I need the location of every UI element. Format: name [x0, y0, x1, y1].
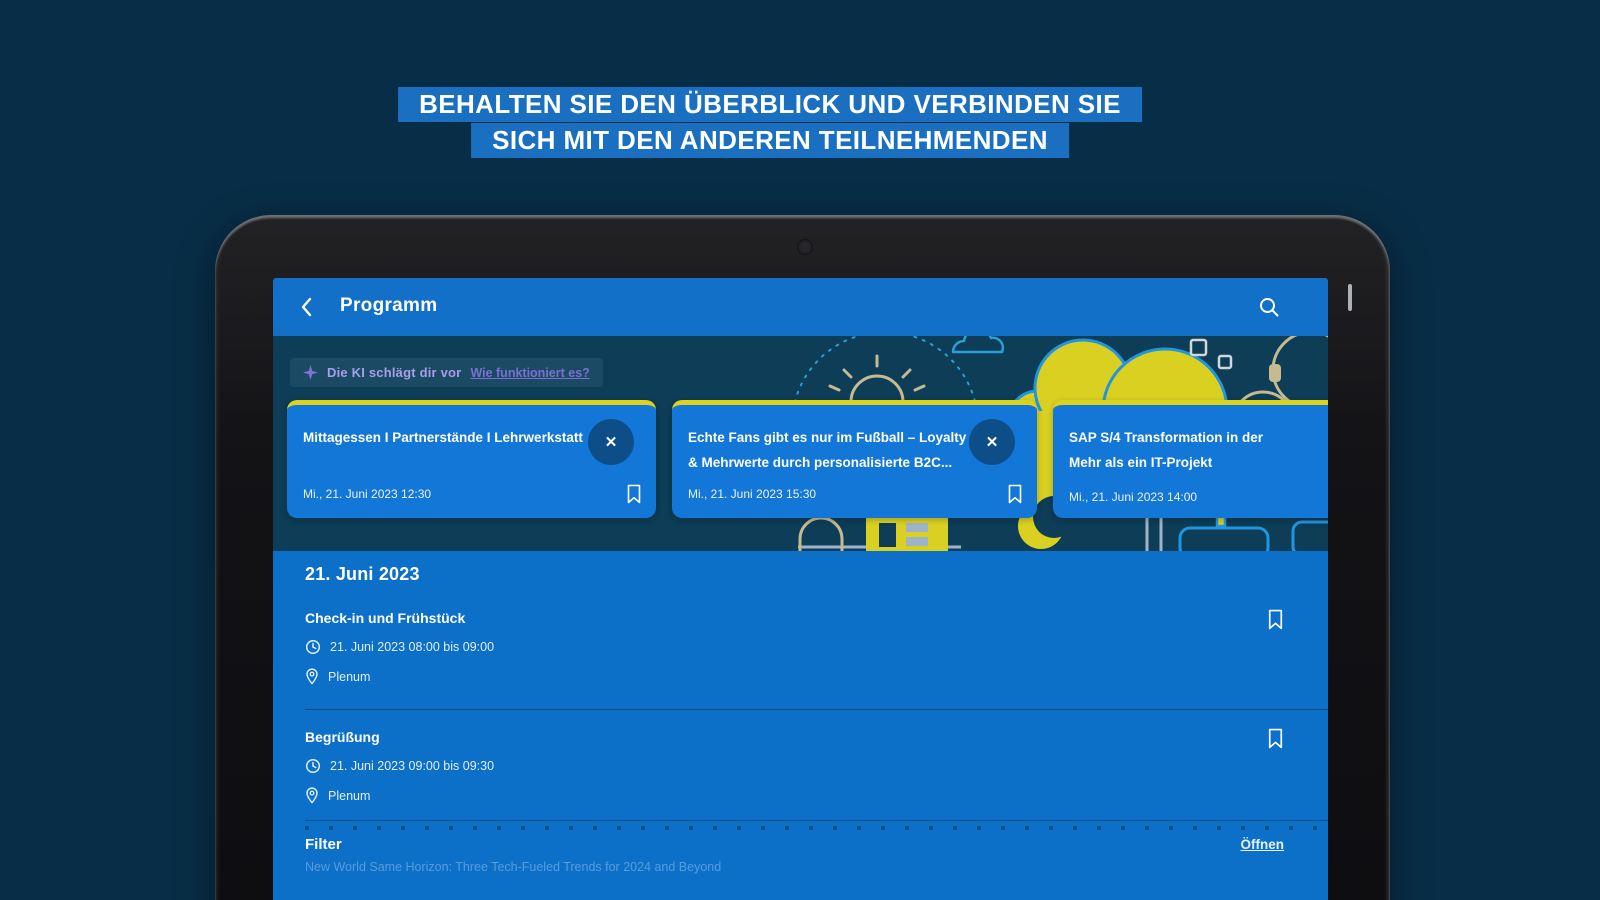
session-location-row: Plenum: [305, 668, 1284, 685]
clock-icon: [305, 758, 321, 774]
card-datetime: Mi., 21. Juni 2023 14:00: [1069, 490, 1198, 504]
schedule-item-2[interactable]: Begrüßung 21. Juni 2023 09:00 bis 09:30: [305, 728, 1284, 804]
card-datetime: Mi., 21. Juni 2023 15:30: [688, 487, 817, 501]
filter-bar: Filter Öffnen: [305, 836, 1284, 853]
dotted-divider: [305, 826, 1328, 830]
tablet-screen: Die KI schlägt dir vor Wie funktioniert …: [273, 278, 1328, 900]
bookmark-icon[interactable]: [626, 484, 642, 504]
clock-icon: [305, 639, 321, 655]
suggestion-card-3[interactable]: SAP S/4 Transformation in der Mehr als e…: [1053, 400, 1328, 518]
bookmark-icon[interactable]: [1267, 609, 1284, 630]
schedule-item-1[interactable]: Check-in und Frühstück 21. Juni 2023 08:…: [305, 609, 1284, 685]
ai-banner-label: Die KI schlägt dir vor: [327, 365, 462, 380]
page-title: Programm: [340, 295, 438, 316]
headline: BEHALTEN SIE DEN ÜBERBLICK UND VERBINDEN…: [398, 87, 1142, 159]
list-divider: [305, 820, 1328, 821]
card-footer: Mi., 21. Juni 2023 14:00: [1069, 490, 1328, 504]
session-time: 21. Juni 2023 09:00 bis 09:30: [330, 759, 495, 773]
app-header: Programm: [273, 278, 1328, 336]
ai-sparkle-icon: [303, 365, 318, 380]
location-pin-icon: [306, 668, 318, 685]
tablet-camera: [797, 239, 813, 255]
filter-label: Filter: [305, 836, 342, 853]
location-pin-icon: [306, 787, 318, 804]
filter-open-link[interactable]: Öffnen: [1240, 837, 1285, 852]
card-footer: Mi., 21. Juni 2023 12:30: [303, 484, 642, 504]
card-title-line2: Mehr als ein IT-Projekt: [1069, 455, 1213, 470]
ai-suggestion-banner: Die KI schlägt dir vor Wie funktioniert …: [290, 358, 603, 387]
close-icon: ✕: [985, 434, 999, 451]
session-time-row: 21. Juni 2023 09:00 bis 09:30: [305, 758, 1284, 774]
session-title: Begrüßung: [305, 729, 380, 745]
search-icon[interactable]: [1258, 296, 1280, 318]
suggestion-card-1[interactable]: Mittagessen I Partnerstände I Lehrwerkst…: [287, 400, 656, 518]
suggestion-card-2[interactable]: Echte Fans gibt es nur im Fußball – Loya…: [672, 400, 1037, 518]
ai-suggestion-cards: Mittagessen I Partnerstände I Lehrwerkst…: [287, 400, 1328, 518]
next-session-peek-text: New World Same Horizon: Three Tech-Fuele…: [305, 860, 722, 874]
card-title: SAP S/4 Transformation in der: [1069, 430, 1264, 445]
square-dots-decor: [1189, 338, 1233, 370]
session-time-row: 21. Juni 2023 08:00 bis 09:00: [305, 639, 1284, 655]
back-icon[interactable]: [299, 296, 313, 318]
list-divider: [305, 709, 1328, 710]
bookmark-icon[interactable]: [1267, 728, 1284, 749]
session-location-row: Plenum: [305, 787, 1284, 804]
headline-line-2: SICH MIT DEN ANDEREN TEILNEHMENDEN: [471, 123, 1069, 158]
ai-how-it-works-link[interactable]: Wie funktioniert es?: [470, 365, 590, 380]
session-time: 21. Juni 2023 08:00 bis 09:00: [330, 640, 495, 654]
tablet-side-button: [1348, 284, 1352, 311]
bookmark-icon[interactable]: [1007, 484, 1023, 504]
card-title-line2: & Mehrwerte durch personalisierte B2C...: [688, 455, 953, 470]
schedule-panel: 21. Juni 2023 Check-in und Frühstück 21.…: [273, 551, 1328, 900]
card-title: Mittagessen I Partnerstände I Lehrwerkst…: [303, 430, 583, 445]
tablet-device: Die KI schlägt dir vor Wie funktioniert …: [215, 215, 1390, 900]
close-icon: ✕: [604, 434, 618, 451]
session-title: Check-in und Frühstück: [305, 610, 466, 626]
schedule-date-header: 21. Juni 2023: [305, 564, 420, 584]
session-location: Plenum: [328, 788, 371, 803]
dismiss-suggestion-button[interactable]: ✕: [588, 419, 634, 465]
card-datetime: Mi., 21. Juni 2023 12:30: [303, 487, 432, 501]
card-title: Echte Fans gibt es nur im Fußball – Loya…: [688, 430, 967, 445]
dismiss-suggestion-button[interactable]: ✕: [969, 419, 1015, 465]
session-location: Plenum: [328, 669, 371, 684]
card-footer: Mi., 21. Juni 2023 15:30: [688, 484, 1023, 504]
headline-line-1: BEHALTEN SIE DEN ÜBERBLICK UND VERBINDEN…: [398, 87, 1142, 122]
